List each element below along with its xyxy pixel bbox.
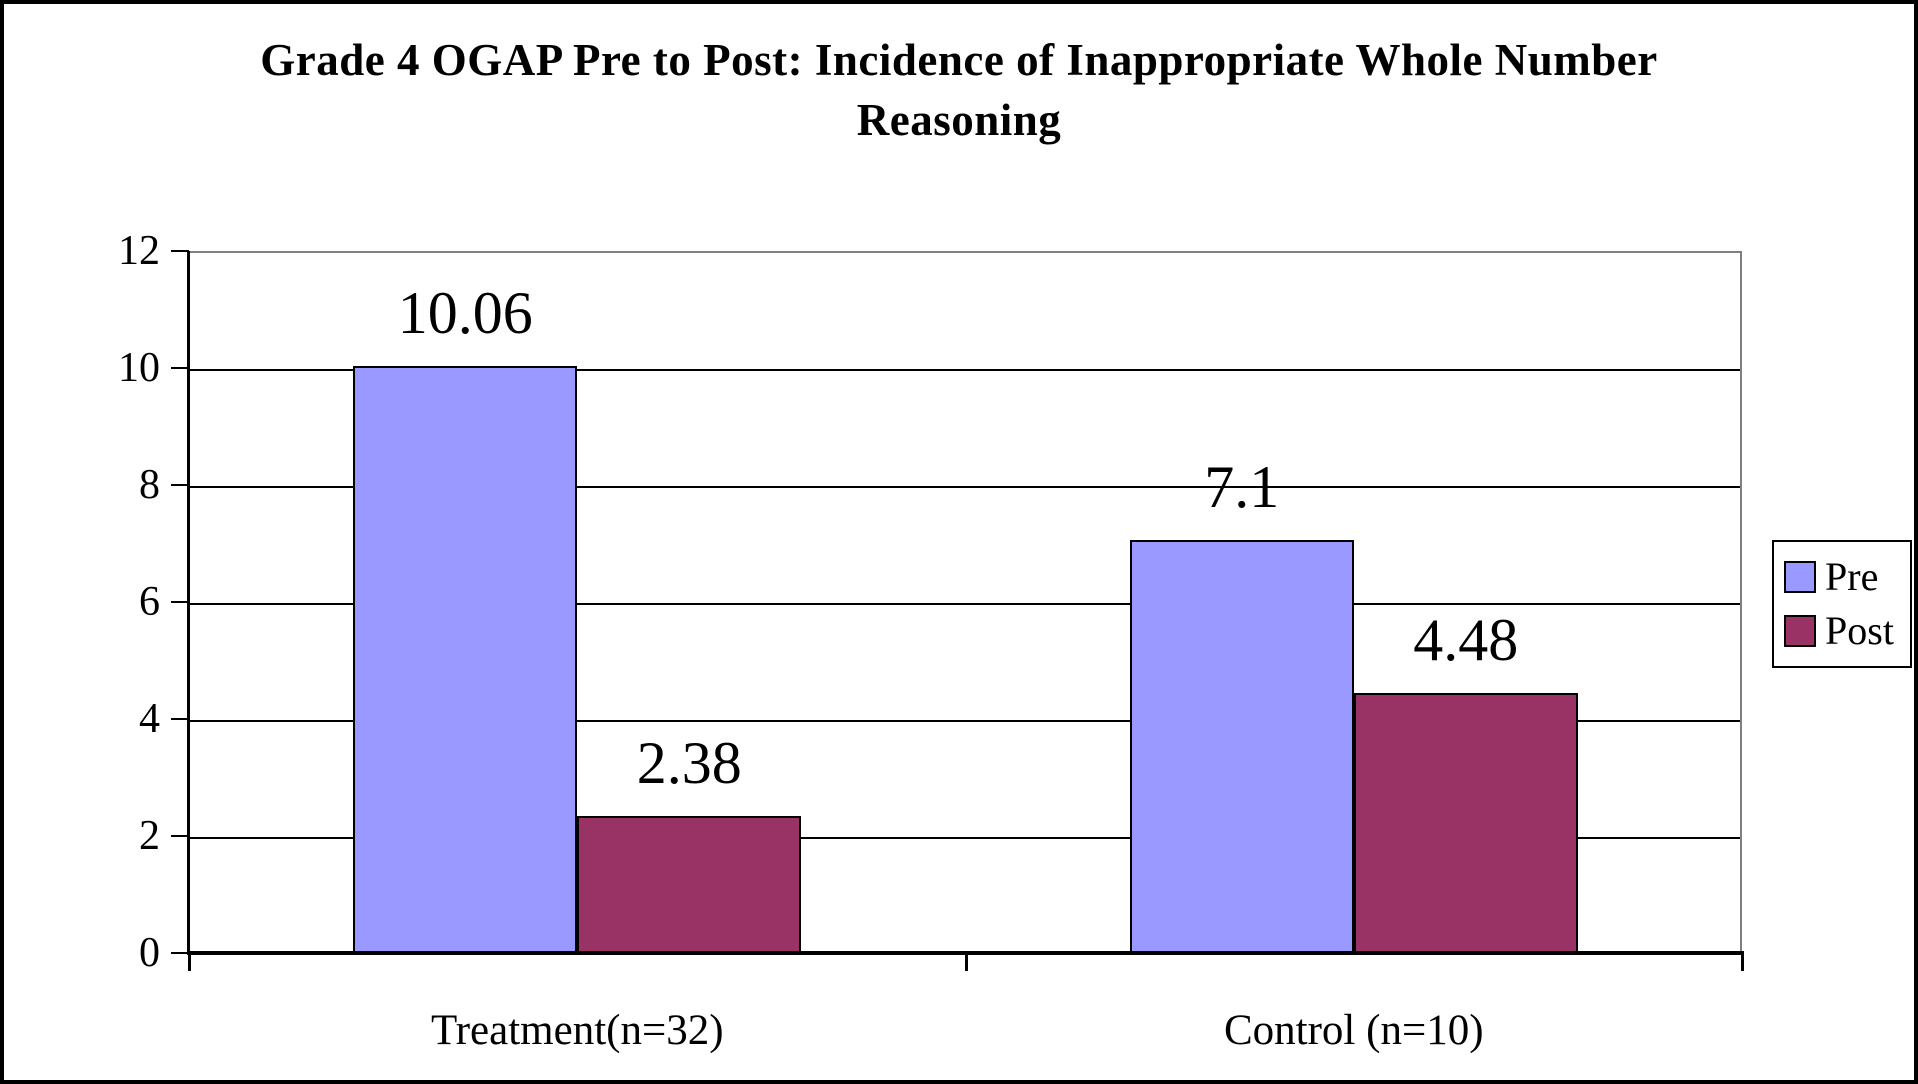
y-tick-label-12: 12 <box>118 228 160 274</box>
y-axis-tick-10 <box>171 367 189 369</box>
bar-control-n-10-post <box>1353 692 1578 955</box>
category-label-1: Control (n=10) <box>1223 1007 1484 1054</box>
y-tick-label-10: 10 <box>118 345 160 391</box>
bar-control-n-10-pre <box>1129 539 1354 955</box>
x-axis-line <box>187 951 1744 955</box>
y-axis-tick-4 <box>171 718 189 720</box>
bar-value-label-pre-1: 7.1 <box>1204 453 1280 520</box>
x-axis-tick-0 <box>188 955 191 971</box>
plot-area: 10.06 2.38 7.1 4.48 <box>189 251 1742 955</box>
x-axis-tick-1 <box>964 955 968 971</box>
gridline-y-8 <box>189 486 1740 488</box>
legend-swatch-pre <box>1784 561 1816 593</box>
legend-label-post: Post <box>1825 608 1894 653</box>
y-axis-tick-6 <box>171 601 189 603</box>
bar-treatment-n-32-post <box>577 815 802 955</box>
bar-value-label-pre-0: 10.06 <box>397 280 533 347</box>
chart-title-line-1: Grade 4 OGAP Pre to Post: Incidence of I… <box>260 35 1658 85</box>
gridline-y-2 <box>189 837 1740 839</box>
legend-item-post: Post <box>1784 611 1910 651</box>
category-label-0: Treatment(n=32) <box>430 1007 724 1054</box>
gridline-y-10 <box>189 369 1740 371</box>
chart-title: Grade 4 OGAP Pre to Post: Incidence of I… <box>4 30 1914 150</box>
bar-treatment-n-32-pre <box>353 366 578 955</box>
bar-value-label-post-1: 4.48 <box>1413 606 1519 673</box>
y-tick-label-0: 0 <box>139 930 160 976</box>
x-axis-tick-2 <box>1741 955 1744 971</box>
gridline-y-4 <box>189 720 1740 722</box>
bar-value-label-post-0: 2.38 <box>636 729 742 796</box>
chart-title-line-2: Reasoning <box>856 95 1062 145</box>
gridline-y-6 <box>189 603 1740 605</box>
y-axis-tick-12 <box>171 250 189 252</box>
y-tick-label-4: 4 <box>139 696 160 742</box>
legend: Pre Post <box>1772 540 1912 668</box>
legend-item-pre: Pre <box>1784 557 1910 597</box>
y-tick-label-6: 6 <box>139 579 160 625</box>
y-axis-tick-2 <box>171 835 189 837</box>
y-axis-line <box>187 251 190 955</box>
legend-swatch-post <box>1784 615 1816 647</box>
y-tick-label-8: 8 <box>139 462 160 508</box>
y-axis-tick-8 <box>171 484 189 486</box>
legend-label-pre: Pre <box>1825 554 1879 599</box>
y-tick-label-2: 2 <box>139 813 160 859</box>
y-axis-tick-0 <box>171 952 189 954</box>
